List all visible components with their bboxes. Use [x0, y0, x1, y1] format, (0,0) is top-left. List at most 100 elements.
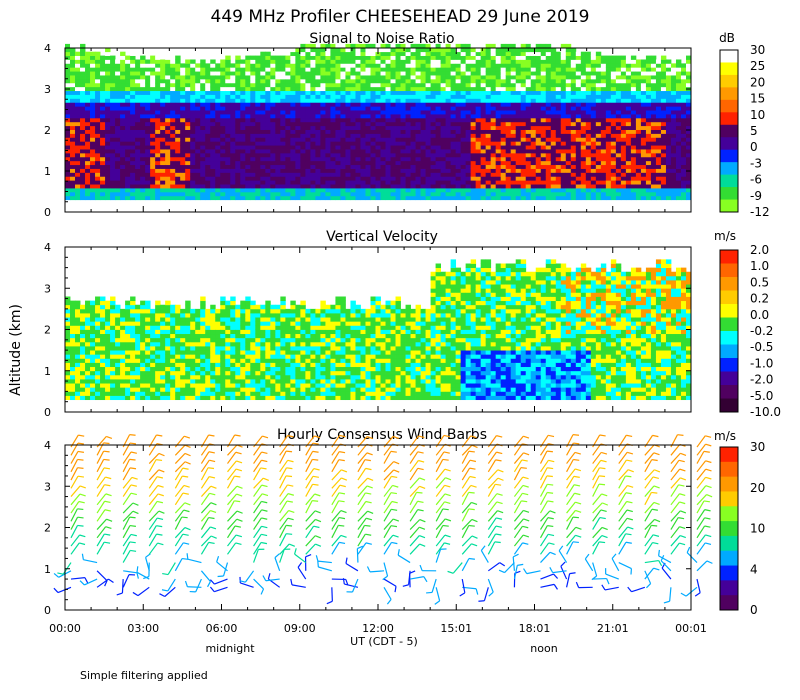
snr-cell [555, 137, 562, 142]
snr-cell [385, 82, 391, 88]
snr-cell [305, 180, 311, 185]
snr-cell [650, 121, 657, 127]
snr-cell [635, 164, 642, 169]
snr-cell [435, 180, 441, 185]
snr-cell [400, 149, 406, 154]
snr-cell [200, 168, 206, 173]
snr-cell [440, 191, 447, 197]
snr-cell [190, 184, 196, 189]
snr-cell [595, 98, 602, 103]
snr-cell [465, 110, 472, 115]
snr-cell [485, 195, 492, 201]
snr-cell [630, 195, 637, 201]
snr-cell [610, 129, 617, 134]
snr-cell [410, 78, 416, 84]
snr-cell [195, 191, 201, 197]
snr-cell [170, 156, 176, 162]
snr-cell [335, 63, 341, 68]
snr-cell [435, 110, 441, 115]
snr-cell [605, 191, 612, 197]
snr-cell [410, 137, 416, 142]
snr-cell [230, 71, 236, 76]
snr-cell [315, 59, 321, 64]
snr-cell [560, 195, 567, 201]
snr-cell [580, 110, 587, 115]
snr-cell [70, 71, 76, 76]
snr-cell [125, 78, 131, 84]
snr-cell [280, 133, 286, 138]
snr-cell [530, 43, 537, 49]
snr-cell [340, 180, 346, 185]
snr-cell [340, 195, 346, 201]
snr-cell [130, 114, 136, 119]
snr-cell [240, 67, 246, 72]
snr-cell [365, 168, 371, 173]
snr-cell [680, 141, 687, 146]
snr-cell [185, 90, 191, 95]
snr-cell [625, 59, 632, 64]
snr-cell [210, 176, 216, 181]
snr-cell [615, 195, 622, 201]
snr-cell [685, 141, 692, 146]
snr-cell [285, 184, 291, 189]
snr-cell [420, 191, 426, 197]
snr-cell [120, 55, 126, 60]
snr-cell [545, 156, 552, 162]
snr-cell [155, 141, 161, 146]
snr-cell [80, 98, 86, 103]
snr-cell [100, 94, 106, 99]
snr-cell [135, 114, 141, 119]
snr-cell [670, 188, 677, 193]
snr-cell [440, 51, 447, 56]
snr-cell [650, 195, 657, 201]
snr-cell [560, 102, 567, 107]
snr-cell [315, 184, 321, 189]
snr-cell [130, 184, 136, 189]
snr-cell [460, 114, 467, 119]
snr-cell [205, 176, 211, 181]
snr-cell [620, 195, 627, 201]
snr-cell [295, 164, 301, 169]
snr-cell [245, 55, 251, 60]
snr-cell [405, 191, 411, 197]
snr-cell [560, 129, 567, 134]
snr-cell [400, 129, 406, 134]
snr-cell [575, 82, 582, 88]
snr-cell [515, 90, 522, 95]
snr-cell [85, 191, 91, 197]
snr-cell [395, 129, 401, 134]
snr-cell [225, 168, 231, 173]
snr-cell [470, 47, 477, 53]
snr-cell [290, 121, 296, 127]
snr-cell [235, 176, 241, 181]
snr-cell [655, 71, 662, 76]
snr-cell [130, 98, 136, 103]
snr-cell [90, 188, 96, 193]
snr-cell [295, 90, 301, 95]
snr-cell [415, 184, 421, 189]
snr-cell [235, 90, 241, 95]
snr-cell [335, 55, 341, 60]
snr-cell [635, 188, 642, 193]
snr-cell [570, 86, 577, 92]
snr-cell [170, 184, 176, 189]
snr-cell [540, 71, 547, 76]
snr-cell [535, 176, 542, 181]
snr-cell [370, 133, 376, 138]
snr-cell [65, 43, 71, 49]
snr-cell [345, 82, 351, 88]
snr-cell [345, 86, 351, 92]
snr-cell [205, 188, 211, 193]
snr-cell [520, 195, 527, 201]
snr-cell [65, 106, 71, 111]
snr-cell [415, 51, 421, 56]
snr-cell [375, 188, 381, 193]
snr-cell [455, 78, 462, 84]
snr-cell [280, 90, 286, 95]
snr-cell [290, 78, 296, 84]
snr-cell [685, 82, 692, 88]
snr-cell [410, 172, 416, 177]
snr-cell [635, 152, 642, 158]
snr-cell [125, 156, 131, 162]
snr-cell [660, 152, 667, 158]
